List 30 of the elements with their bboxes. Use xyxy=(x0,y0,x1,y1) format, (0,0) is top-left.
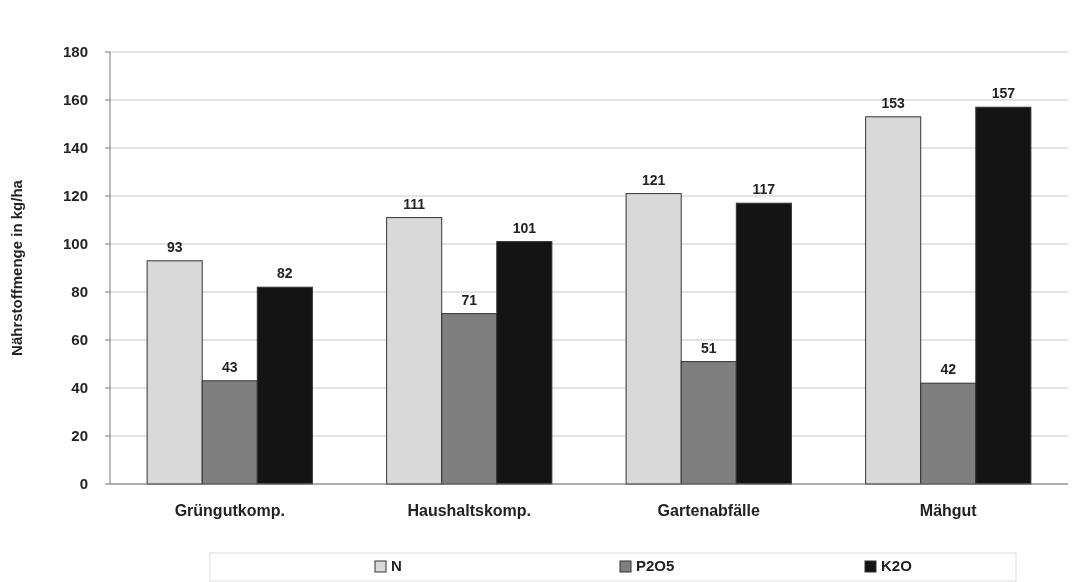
data-label: 101 xyxy=(512,219,537,236)
y-tick-label: 40 xyxy=(71,379,88,397)
legend-label: P2O5 xyxy=(636,557,675,574)
y-tick-label: 180 xyxy=(62,43,88,61)
y-tick-label: 140 xyxy=(62,139,88,157)
data-label: 121 xyxy=(641,171,666,188)
y-tick-label: 20 xyxy=(71,427,88,445)
data-label: 51 xyxy=(700,339,717,356)
legend-label: K2O xyxy=(881,557,913,574)
data-label: 157 xyxy=(991,85,1016,102)
data-label: 111 xyxy=(403,195,426,212)
x-tick-label: Mähgut xyxy=(919,502,978,519)
y-tick-label: 0 xyxy=(79,475,88,493)
y-axis-title: Nährstoffmenge in kg/ha xyxy=(8,179,25,356)
y-tick-label: 80 xyxy=(71,283,88,301)
data-label: 117 xyxy=(752,181,776,198)
data-label: 71 xyxy=(461,291,478,308)
y-tick-label: 160 xyxy=(62,91,88,109)
data-label: 93 xyxy=(166,238,183,255)
y-tick-label: 120 xyxy=(62,187,88,205)
x-tick-label: Gartenabfälle xyxy=(657,502,760,519)
data-label: 153 xyxy=(881,94,906,111)
y-tick-label: 60 xyxy=(71,331,88,349)
legend-label: N xyxy=(391,557,402,574)
data-label: 82 xyxy=(277,265,293,282)
data-label: 43 xyxy=(221,358,238,375)
x-tick-label: Haushaltskomp. xyxy=(407,502,532,519)
data-label: 42 xyxy=(940,361,957,378)
x-tick-label: Grüngutkomp. xyxy=(174,502,285,519)
y-tick-label: 100 xyxy=(62,235,88,253)
